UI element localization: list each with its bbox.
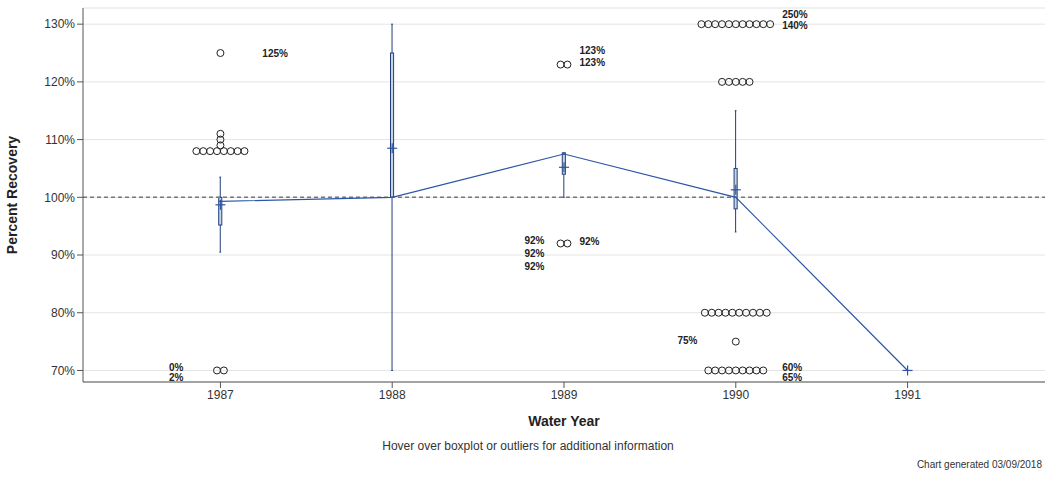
svg-text:130%: 130% [44,17,75,31]
svg-text:1988: 1988 [379,388,406,402]
svg-text:Percent Recovery: Percent Recovery [8,136,20,255]
svg-text:1989: 1989 [551,388,578,402]
svg-text:120%: 120% [44,75,75,89]
svg-text:110%: 110% [45,133,75,147]
svg-text:60%: 60% [782,362,802,373]
svg-text:100%: 100% [44,191,75,205]
svg-text:123%: 123% [579,45,605,56]
svg-text:2%: 2% [169,372,184,382]
svg-text:1991: 1991 [894,388,921,402]
svg-text:92%: 92% [524,261,544,272]
html-text:Hover over boxplot or outliers: Hover over boxplot or outliers for addit… [382,439,674,453]
svg-text:92%: 92% [524,248,544,259]
html-text:Chart generated 03/09/2018: Chart generated 03/09/2018 [916,459,1042,470]
svg-text:1990: 1990 [722,388,749,402]
svg-text:250%: 250% [782,9,808,20]
svg-text:92%: 92% [579,236,599,247]
svg-text:70%: 70% [51,364,75,378]
svg-text:92%: 92% [524,235,544,246]
svg-text:Water Year: Water Year [528,413,600,429]
svg-text:125%: 125% [262,48,288,59]
svg-text:123%: 123% [579,57,605,68]
svg-text:90%: 90% [51,248,75,262]
svg-text:65%: 65% [782,372,802,382]
svg-text:75%: 75% [677,335,697,346]
svg-text:1987: 1987 [207,388,234,402]
svg-text:140%: 140% [782,20,808,31]
svg-text:80%: 80% [51,306,75,320]
svg-text:0%: 0% [169,362,184,373]
